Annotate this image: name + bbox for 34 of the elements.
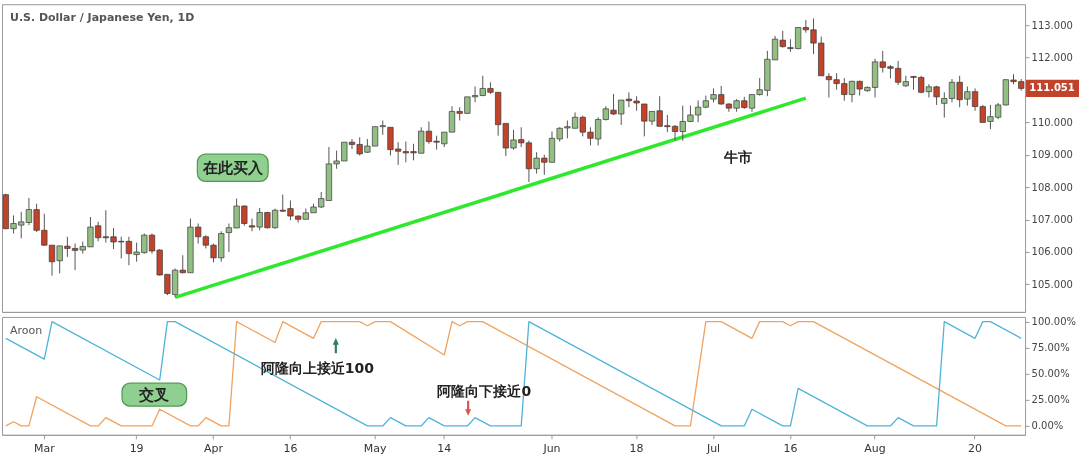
y-tick-label: 110.000 <box>1031 116 1073 128</box>
y-tick-label: 25.00% <box>1031 394 1070 406</box>
text: Aroon <box>9 323 43 337</box>
y-tick-label: 109.000 <box>1031 149 1073 161</box>
annotation: 交叉 <box>138 385 170 404</box>
x-tick-label: 20 <box>968 442 983 456</box>
y-tick-label: 108.000 <box>1031 181 1073 193</box>
y-tick-label: 75.00% <box>1031 342 1070 354</box>
x-tick-label: 16 <box>283 442 298 456</box>
text: 111.051 <box>1029 82 1075 94</box>
x-tick-label: Jul <box>705 442 721 456</box>
y-tick-label: 105.000 <box>1031 278 1073 290</box>
y-tick-label: 100.00% <box>1031 316 1076 328</box>
annotation: 阿隆向下接近0 <box>437 382 532 399</box>
x-tick-label: 18 <box>629 442 644 456</box>
x-tick-label: Jun <box>542 442 561 456</box>
annotation: 阿隆向上接近100 <box>260 359 375 376</box>
x-tick-label: 14 <box>437 442 452 456</box>
x-tick-label: Mar <box>33 442 56 456</box>
x-tick-label: 19 <box>129 442 144 456</box>
y-tick-label: 106.000 <box>1031 246 1073 258</box>
x-tick-label: May <box>363 442 387 456</box>
y-tick-label: 50.00% <box>1031 368 1070 380</box>
y-tick-label: 112.000 <box>1031 52 1073 64</box>
line-series <box>5 320 1022 427</box>
x-tick-label: 16 <box>783 442 798 456</box>
y-tick-label: 107.000 <box>1031 214 1073 226</box>
text: U.S. Dollar / Japanese Yen, 1D <box>9 11 195 25</box>
x-tick-label: Apr <box>204 442 224 456</box>
y-tick-label: 0.00% <box>1031 420 1064 432</box>
annotation: 在此买入 <box>201 158 264 177</box>
y-tick-label: 113.000 <box>1031 19 1073 31</box>
annotation: 牛市 <box>723 149 753 166</box>
x-tick-label: Aug <box>864 442 886 456</box>
